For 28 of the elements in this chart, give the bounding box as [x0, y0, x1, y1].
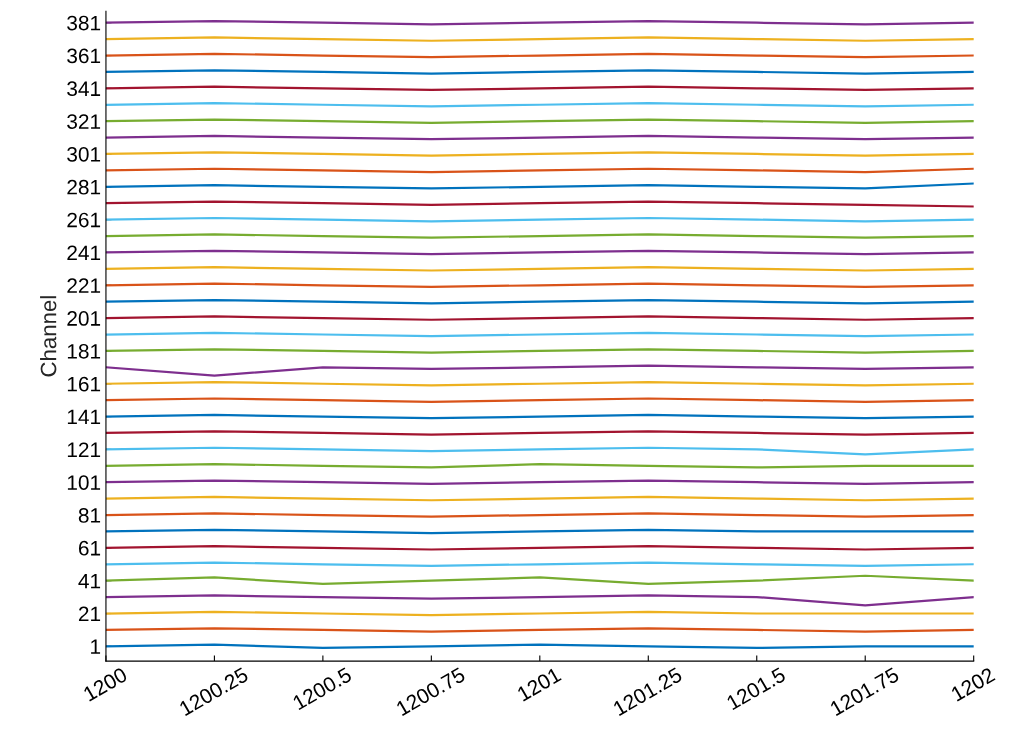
y-tick-label: 261	[67, 212, 101, 228]
y-tick-label: 241	[67, 245, 101, 260]
y-tick-label: 361	[67, 48, 101, 64]
x-tick-label: 1201	[516, 666, 562, 702]
line-series	[105, 594, 974, 607]
y-tick-label: 161	[67, 376, 101, 392]
y-tick-label: 81	[78, 508, 101, 523]
y-tick-label: 341	[67, 81, 101, 97]
x-tick-label: 1200	[82, 666, 129, 702]
y-tick-label: 1	[91, 639, 101, 654]
y-tick-label: 321	[67, 114, 101, 129]
y-tick-label: 41	[78, 573, 101, 589]
y-tick-label: 141	[67, 409, 101, 425]
y-tick-label: 381	[67, 15, 101, 31]
line-series	[105, 446, 974, 456]
y-tick-label: 301	[67, 146, 101, 162]
y-tick-label: 201	[67, 311, 101, 326]
y-tick-label: 281	[67, 179, 101, 195]
x-tick-label: 1202	[950, 666, 996, 702]
y-tick-label: 221	[67, 278, 101, 293]
y-axis-title: Channel	[40, 296, 57, 377]
y-tick-label: 121	[67, 442, 101, 457]
line-series	[105, 574, 974, 586]
y-tick-label: 101	[67, 475, 101, 490]
y-tick-label: 181	[67, 343, 101, 359]
y-tick-label: 21	[78, 606, 101, 622]
y-tick-label: 61	[78, 540, 101, 556]
line-series	[105, 364, 974, 377]
